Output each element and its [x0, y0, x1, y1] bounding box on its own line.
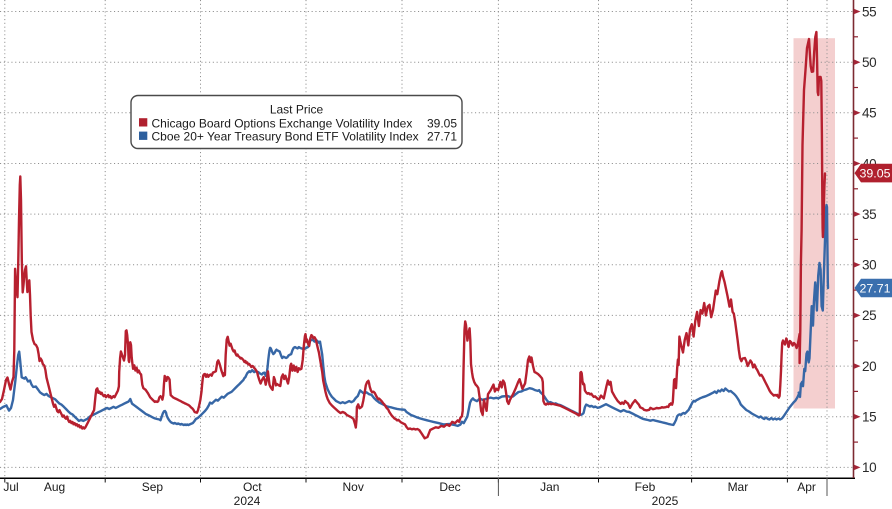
svg-text:Dec: Dec — [439, 480, 460, 494]
svg-text:Chicago Board Options Exchange: Chicago Board Options Exchange Volatilit… — [152, 116, 413, 130]
svg-text:Cboe 20+ Year Treasury Bond ET: Cboe 20+ Year Treasury Bond ETF Volatili… — [152, 130, 419, 144]
svg-text:10: 10 — [862, 460, 876, 475]
svg-text:15: 15 — [862, 410, 876, 425]
svg-text:30: 30 — [862, 258, 876, 273]
svg-text:35: 35 — [862, 207, 876, 222]
svg-text:20: 20 — [862, 359, 876, 374]
svg-text:Jul: Jul — [3, 480, 18, 494]
svg-text:39.05: 39.05 — [427, 116, 457, 130]
svg-text:Mar: Mar — [728, 480, 749, 494]
svg-text:27.71: 27.71 — [427, 130, 457, 144]
svg-text:55: 55 — [862, 4, 876, 19]
svg-text:Last Price: Last Price — [270, 103, 324, 117]
svg-text:50: 50 — [862, 55, 876, 70]
svg-text:45: 45 — [862, 106, 876, 121]
svg-text:Apr: Apr — [797, 480, 816, 494]
svg-text:Sep: Sep — [142, 480, 164, 494]
svg-text:Nov: Nov — [343, 480, 364, 494]
svg-text:Oct: Oct — [243, 480, 262, 494]
svg-text:27.71: 27.71 — [859, 281, 890, 295]
svg-text:Feb: Feb — [635, 480, 656, 494]
svg-text:25: 25 — [862, 308, 876, 323]
svg-text:Aug: Aug — [44, 480, 65, 494]
svg-text:39.05: 39.05 — [859, 167, 890, 181]
svg-text:2025: 2025 — [652, 494, 679, 508]
svg-text:2024: 2024 — [234, 494, 261, 508]
svg-text:Jan: Jan — [540, 480, 559, 494]
